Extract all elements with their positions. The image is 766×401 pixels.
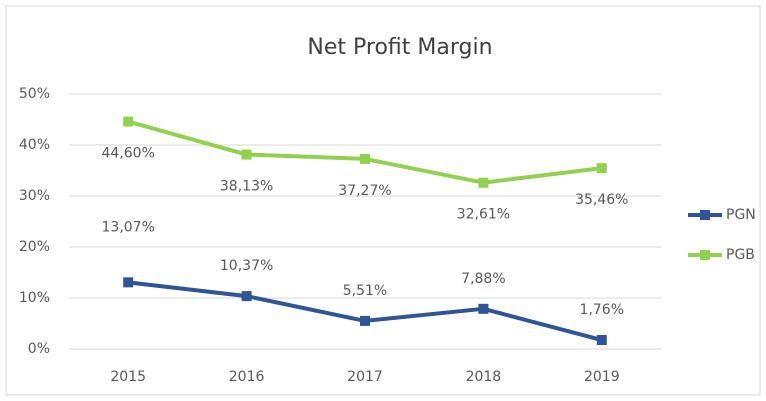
y-tick-label: 30% [19, 188, 50, 204]
data-label: 37,27% [338, 183, 391, 199]
data-label: 13,07% [102, 219, 155, 235]
data-label: 5,51% [343, 283, 387, 299]
data-label: 10,37% [220, 258, 273, 274]
point-marker [360, 315, 370, 326]
y-tick-label: 50% [19, 86, 50, 102]
x-tick-label: 2015 [110, 369, 146, 385]
legend-label: PGN [726, 207, 756, 223]
data-label: 44,60% [102, 146, 155, 162]
point-marker [478, 177, 489, 188]
y-tick-label: 20% [19, 239, 50, 255]
data-label: 1,76% [580, 302, 624, 318]
point-marker [241, 149, 252, 160]
data-label: 7,88% [461, 271, 505, 287]
x-tick-label: 2019 [584, 369, 620, 385]
legend-marker [700, 250, 710, 260]
point-marker [123, 116, 134, 127]
point-marker [123, 277, 134, 288]
point-marker [360, 153, 370, 164]
point-marker [596, 163, 607, 174]
x-tick-label: 2018 [466, 369, 502, 385]
y-tick-label: 0% [28, 341, 50, 357]
legend-marker [700, 210, 710, 220]
x-tick-label: 2017 [347, 369, 383, 385]
y-tick-label: 10% [19, 290, 50, 306]
data-label: 32,61% [457, 207, 510, 223]
legend-label: PGB [726, 247, 755, 263]
point-marker [596, 335, 607, 346]
chart-border [5, 5, 761, 396]
point-marker [241, 291, 252, 302]
data-label: 35,46% [575, 192, 628, 208]
data-label: 38,13% [220, 179, 273, 195]
y-tick-label: 40% [19, 137, 50, 153]
chart-title: Net Profit Margin [307, 35, 492, 60]
point-marker [478, 303, 489, 314]
x-tick-label: 2016 [229, 369, 265, 385]
